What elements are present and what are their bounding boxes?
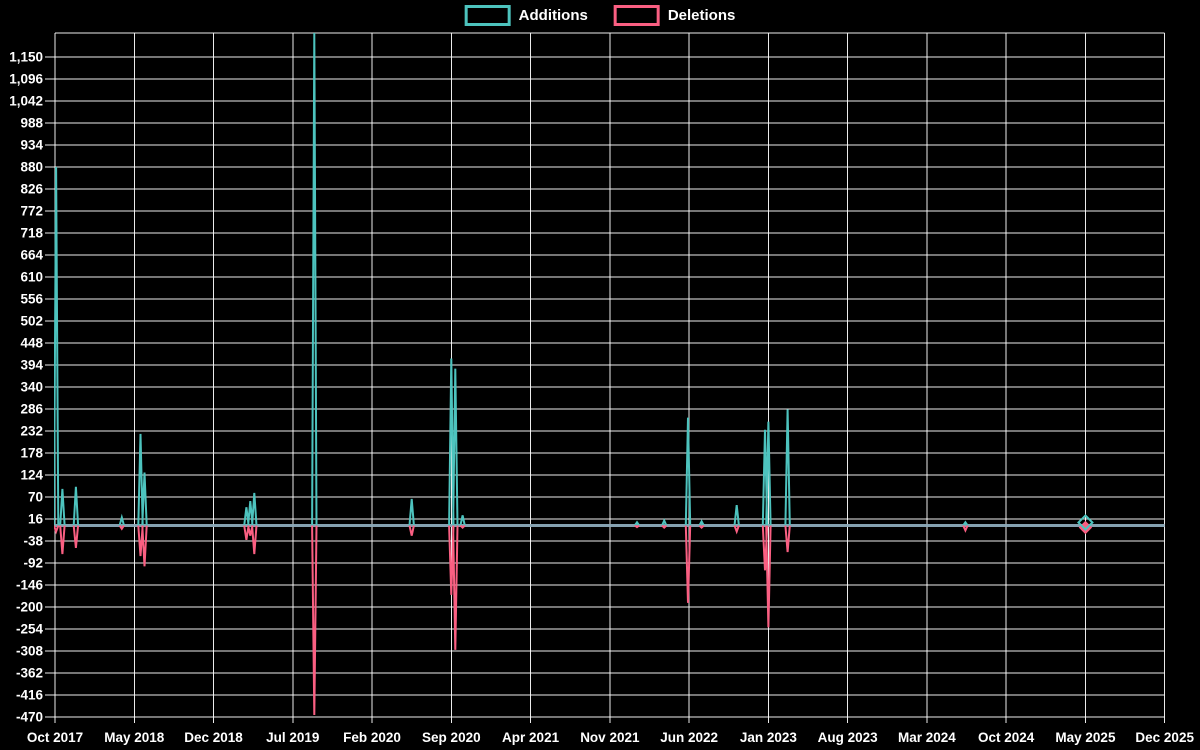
y-axis-tick-label: 988 [20, 115, 43, 130]
additions-series-line [54, 33, 969, 527]
x-axis-tick-label: Feb 2020 [343, 730, 401, 745]
legend-item-deletions[interactable]: Deletions [613, 5, 736, 26]
y-axis-tick-label: 448 [20, 335, 43, 350]
y-axis-tick-label: -146 [16, 577, 44, 592]
additions-swatch-icon [464, 5, 511, 26]
deletions-point-marker[interactable] [1078, 520, 1093, 535]
x-axis-tick-label: Dec 2018 [184, 730, 243, 745]
y-axis-tick-label: 664 [20, 247, 43, 262]
y-axis-tick-label: 232 [20, 423, 43, 438]
legend-label-additions: Additions [518, 7, 588, 24]
y-axis-tick-label: 1,096 [9, 71, 43, 86]
y-axis-tick-label: -362 [16, 665, 43, 680]
chart-legend: Additions Deletions [464, 5, 736, 26]
additions-point-marker[interactable] [1077, 514, 1094, 531]
y-axis-tick-label: 1,042 [9, 93, 43, 108]
y-axis-tick-label: -416 [16, 687, 44, 702]
y-axis-tick-label: 178 [20, 445, 43, 460]
y-axis-tick-label: 1,150 [9, 50, 43, 65]
y-axis-tick-label: 826 [20, 181, 43, 196]
x-axis-tick-label: Apr 2021 [502, 730, 560, 745]
x-axis-tick-label: May 2018 [104, 730, 165, 745]
x-axis-tick-label: Jun 2022 [660, 730, 718, 745]
y-axis-tick-label: -254 [16, 621, 44, 636]
y-axis-tick-label: 286 [20, 401, 43, 416]
y-axis-tick-label: -38 [23, 533, 43, 548]
x-axis-tick-label: Mar 2024 [898, 730, 956, 745]
y-axis-tick-label: 934 [20, 137, 43, 152]
y-axis-tick-label: 718 [20, 225, 43, 240]
x-axis-tick-label: Jul 2019 [266, 730, 319, 745]
x-axis-tick-label: Dec 2025 [1135, 730, 1194, 745]
x-axis-tick-label: Oct 2024 [978, 730, 1035, 745]
legend-label-deletions: Deletions [667, 7, 736, 24]
x-axis-tick-label: Sep 2020 [422, 730, 481, 745]
y-axis-tick-label: -308 [16, 643, 44, 658]
y-axis-tick-label: -200 [16, 599, 43, 614]
x-axis-tick-label: Nov 2021 [580, 730, 640, 745]
y-axis-tick-label: 70 [28, 489, 43, 504]
deletions-swatch-icon [613, 5, 660, 26]
y-axis-tick-label: 340 [20, 379, 43, 394]
x-axis-tick-label: Aug 2023 [818, 730, 879, 745]
x-axis-tick-label: Jan 2023 [740, 730, 798, 745]
y-axis-tick-label: 502 [20, 313, 43, 328]
y-axis-tick-label: 124 [20, 467, 43, 482]
y-axis-tick-label: 880 [20, 159, 43, 174]
x-axis-tick-label: Oct 2017 [27, 730, 83, 745]
legend-item-additions[interactable]: Additions [464, 5, 588, 26]
y-axis-tick-label: 772 [20, 203, 43, 218]
y-axis-tick-label: -92 [23, 555, 43, 570]
y-axis-tick-label: 16 [28, 511, 44, 526]
deletions-series-line [54, 524, 969, 716]
y-axis-tick-label: 556 [20, 291, 43, 306]
y-axis-tick-label: 610 [20, 269, 43, 284]
y-axis-tick-label: 394 [20, 357, 43, 372]
x-axis-tick-label: May 2025 [1055, 730, 1116, 745]
y-axis-tick-label: -470 [16, 709, 43, 724]
